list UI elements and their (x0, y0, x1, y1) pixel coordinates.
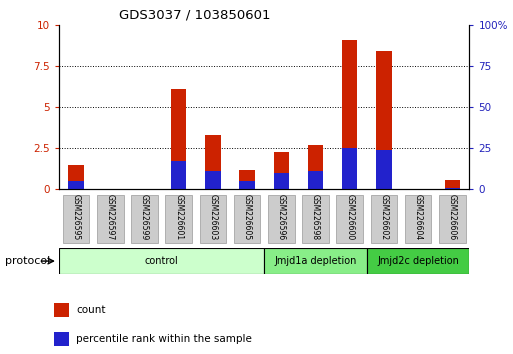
Bar (308, 145, 323, 189)
Bar (131, 195, 158, 243)
Bar (370, 195, 397, 243)
Bar (68, 165, 84, 189)
Text: GSM226596: GSM226596 (277, 194, 286, 240)
Bar (68, 181, 84, 189)
Bar (171, 161, 186, 189)
Bar (405, 195, 431, 243)
Bar (376, 51, 391, 189)
Bar (342, 40, 358, 189)
Bar (445, 179, 460, 189)
Bar (367, 248, 469, 274)
Text: GSM226606: GSM226606 (448, 194, 457, 240)
Bar (240, 181, 255, 189)
Text: GSM226598: GSM226598 (311, 194, 320, 240)
Bar (264, 248, 367, 274)
Bar (376, 150, 391, 189)
Bar (63, 195, 89, 243)
Bar (302, 195, 329, 243)
Bar (59, 248, 264, 274)
Text: GSM226595: GSM226595 (72, 194, 81, 240)
Bar (165, 195, 192, 243)
Text: Jmjd2c depletion: Jmjd2c depletion (377, 256, 459, 266)
Bar (97, 195, 124, 243)
Text: GSM226600: GSM226600 (345, 194, 354, 240)
Text: control: control (145, 256, 179, 266)
Text: GSM226599: GSM226599 (140, 194, 149, 240)
Text: GDS3037 / 103850601: GDS3037 / 103850601 (119, 9, 271, 22)
Text: GSM226597: GSM226597 (106, 194, 115, 240)
Text: GSM226603: GSM226603 (208, 194, 218, 240)
Bar (54, 303, 69, 317)
Bar (308, 171, 323, 189)
Text: GSM226604: GSM226604 (413, 194, 423, 240)
Bar (445, 188, 460, 189)
Bar (342, 148, 358, 189)
Bar (205, 171, 221, 189)
Bar (54, 332, 69, 346)
Bar (171, 89, 186, 189)
Bar (240, 170, 255, 189)
Bar (273, 152, 289, 189)
Text: GSM226605: GSM226605 (243, 194, 251, 240)
Bar (205, 135, 221, 189)
Text: count: count (76, 305, 106, 315)
Bar (200, 195, 226, 243)
Text: Jmjd1a depletion: Jmjd1a depletion (274, 256, 357, 266)
Bar (268, 195, 294, 243)
Text: GSM226602: GSM226602 (380, 194, 388, 240)
Text: protocol: protocol (5, 256, 50, 266)
Text: percentile rank within the sample: percentile rank within the sample (76, 334, 252, 344)
Bar (273, 173, 289, 189)
Bar (234, 195, 261, 243)
Bar (439, 195, 466, 243)
Bar (337, 195, 363, 243)
Text: GSM226601: GSM226601 (174, 194, 183, 240)
